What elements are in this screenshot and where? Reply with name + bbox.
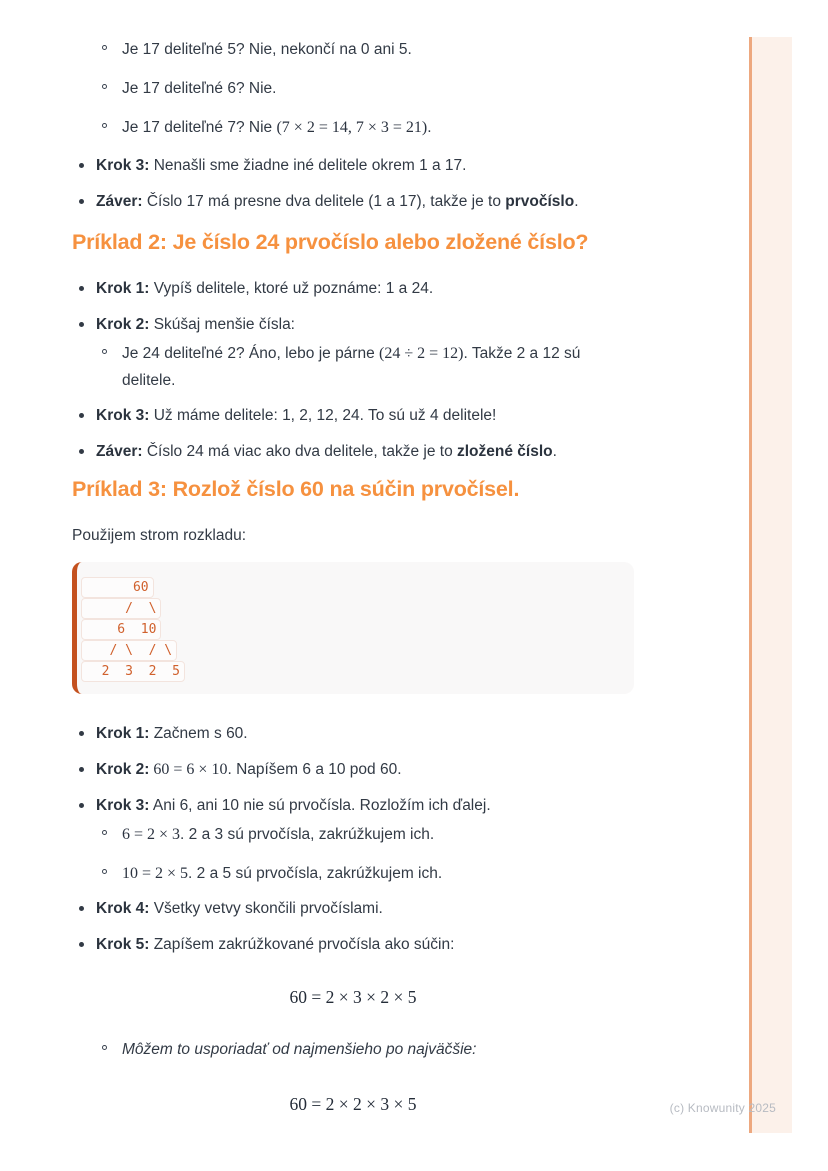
circle-bullet-icon (102, 123, 107, 128)
circle-bullet-icon (102, 1045, 107, 1050)
list-item: Je 17 deliteľné 6? Nie. (96, 75, 634, 102)
list-item-text: 6 = 2 × 3. 2 a 3 sú prvočísla, zakrúžkuj… (122, 826, 435, 843)
example3-steps-list: Krok 1: Začnem s 60. Krok 2: 60 = 6 × 10… (72, 721, 634, 957)
list-item: Krok 4: Všetky vetvy skončili prvočíslam… (72, 896, 634, 921)
list-item-text: Záver: Číslo 17 má presne dva delitele (… (96, 193, 579, 210)
list-item-text: Krok 1: Vypíš delitele, ktoré už poznáme… (96, 280, 434, 297)
list-item: Krok 3: Už máme delitele: 1, 2, 12, 24. … (72, 403, 634, 428)
watermark: (c) Knowunity 2025 (669, 1101, 776, 1115)
list-item-text: Je 17 deliteľné 5? Nie, nekončí na 0 ani… (122, 41, 412, 58)
circle-bullet-icon (102, 830, 107, 835)
list-item: Záver: Číslo 17 má presne dva delitele (… (72, 189, 634, 214)
list-item-text: Krok 5: Zapíšem zakrúžkované prvočísla a… (96, 936, 455, 953)
list-item: Môžem to usporiadať od najmenšieho po na… (96, 1036, 634, 1063)
bullet-dot-icon (79, 413, 84, 418)
example2-heading: Príklad 2: Je číslo 24 prvočíslo alebo z… (72, 230, 589, 254)
circle-bullet-icon (102, 869, 107, 874)
list-item: Je 17 deliteľné 5? Nie, nekončí na 0 ani… (96, 36, 634, 63)
list-item: Krok 3: Nenašli sme žiadne iné delitele … (72, 153, 634, 178)
list-item: Krok 1: Začnem s 60. (72, 721, 634, 746)
list-item-text: 10 = 2 × 5. 2 a 5 sú prvočísla, zakrúžku… (122, 865, 443, 882)
circle-bullet-icon (102, 84, 107, 89)
list-item-text: Záver: Číslo 24 má viac ako dva delitele… (96, 443, 557, 460)
list-item: Krok 1: Vypíš delitele, ktoré už poznáme… (72, 276, 634, 301)
bullet-dot-icon (79, 906, 84, 911)
list-item-text: Krok 1: Začnem s 60. (96, 725, 248, 742)
example3-heading: Príklad 3: Rozlož číslo 60 na súčin prvo… (72, 477, 520, 501)
bullet-dot-icon (79, 942, 84, 947)
example3-section: Príklad 3: Rozlož číslo 60 na súčin prvo… (72, 475, 634, 1117)
bullet-dot-icon (79, 322, 84, 327)
list-item-text: Krok 3: Ani 6, ani 10 nie sú prvočísla. … (96, 797, 491, 814)
list-item: Je 24 deliteľné 2? Áno, lebo je párne (2… (96, 340, 634, 394)
circle-bullet-icon (102, 349, 107, 354)
list-item: Krok 2: 60 = 6 × 10. Napíšem 6 a 10 pod … (72, 757, 634, 782)
circle-bullet-icon (102, 45, 107, 50)
list-item-text: Je 24 deliteľné 2? Áno, lebo je párne (2… (122, 345, 581, 389)
list-item-text: Krok 3: Nenašli sme žiadne iné delitele … (96, 157, 467, 174)
bullet-dot-icon (79, 731, 84, 736)
bullet-dot-icon (79, 199, 84, 204)
list-item: 6 = 2 × 3. 2 a 3 sú prvočísla, zakrúžkuj… (96, 821, 634, 848)
example2-section: Príklad 2: Je číslo 24 prvočíslo alebo z… (72, 228, 634, 464)
list-item: Je 17 deliteľné 7? Nie (7 × 2 = 14, 7 × … (96, 114, 634, 141)
bullet-dot-icon (79, 803, 84, 808)
example3-substeps-list: 6 = 2 × 3. 2 a 3 sú prvočísla, zakrúžkuj… (96, 821, 634, 887)
list-item: Krok 2: Skúšaj menšie čísla: Je 24 delit… (72, 312, 634, 394)
example2-substeps-list: Je 24 deliteľné 2? Áno, lebo je párne (2… (96, 340, 634, 394)
list-item: Krok 5: Zapíšem zakrúžkované prvočísla a… (72, 932, 634, 957)
list-item-text: Môžem to usporiadať od najmenšieho po na… (122, 1041, 477, 1058)
reorder-note-list: Môžem to usporiadať od najmenšieho po na… (72, 1036, 634, 1063)
divisibility-check-list: Je 17 deliteľné 5? Nie, nekončí na 0 ani… (72, 36, 634, 141)
list-item-text: Krok 4: Všetky vetvy skončili prvočíslam… (96, 900, 383, 917)
notes-content: Je 17 deliteľné 5? Nie, nekončí na 0 ani… (72, 0, 634, 1143)
list-item: Krok 3: Ani 6, ani 10 nie sú prvočísla. … (72, 793, 634, 887)
factor-tree-intro: Použijem strom rozkladu: (72, 527, 247, 544)
page-edge-accent-strip (749, 37, 792, 1133)
example1-continuation: Je 17 deliteľné 5? Nie, nekončí na 0 ani… (72, 36, 634, 214)
bullet-dot-icon (79, 767, 84, 772)
bullet-dot-icon (79, 163, 84, 168)
bullet-dot-icon (79, 286, 84, 291)
factor-tree-lines: 60 / \ 6 10 / \ / \ 2 3 2 5 (81, 576, 618, 682)
list-item-text: Krok 2: Skúšaj menšie čísla: (96, 316, 295, 333)
example2-steps-list: Krok 1: Vypíš delitele, ktoré už poznáme… (72, 276, 634, 464)
example1-steps-list: Krok 3: Nenašli sme žiadne iné delitele … (72, 153, 634, 214)
list-item: 10 = 2 × 5. 2 a 5 sú prvočísla, zakrúžku… (96, 860, 634, 887)
display-equation-1: 60 = 2 × 3 × 2 × 5 (289, 987, 417, 1007)
list-item-text: Je 17 deliteľné 6? Nie. (122, 80, 277, 97)
display-equation-2: 60 = 2 × 2 × 3 × 5 (289, 1094, 417, 1114)
factor-tree-code-block: 60 / \ 6 10 / \ / \ 2 3 2 5 (72, 562, 634, 694)
bullet-dot-icon (79, 449, 84, 454)
list-item: Záver: Číslo 24 má viac ako dva delitele… (72, 439, 634, 464)
list-item-text: Je 17 deliteľné 7? Nie (7 × 2 = 14, 7 × … (122, 119, 432, 136)
list-item-text: Krok 3: Už máme delitele: 1, 2, 12, 24. … (96, 407, 497, 424)
list-item-text: Krok 2: 60 = 6 × 10. Napíšem 6 a 10 pod … (96, 761, 402, 778)
